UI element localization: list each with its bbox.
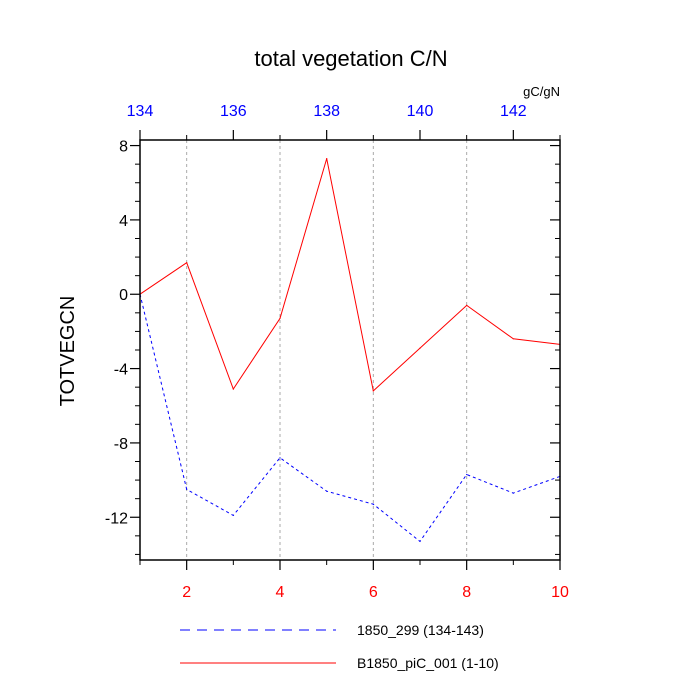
x-bottom-tick-label: 2 bbox=[182, 584, 191, 601]
x-bottom-tick-label: 10 bbox=[551, 584, 569, 601]
legend: 1850_299 (134-143) B1850_piC_001 (1-10) bbox=[180, 622, 499, 671]
series-1-point bbox=[512, 492, 514, 494]
x-top-tick-label: 142 bbox=[500, 103, 527, 120]
x-top-tick-label: 136 bbox=[220, 103, 247, 120]
series-line-1 bbox=[139, 294, 561, 543]
x-top-tick-label: 134 bbox=[127, 103, 154, 120]
bottom-x-axis: 2 4 6 8 10 bbox=[139, 560, 569, 601]
x-bottom-tick-label: 6 bbox=[369, 584, 378, 601]
y-tick-label: 0 bbox=[119, 287, 128, 304]
series-1-point bbox=[326, 490, 328, 492]
grid-lines bbox=[186, 140, 468, 560]
series-lines bbox=[139, 158, 561, 543]
series-2-point bbox=[466, 304, 468, 306]
y-axis: 8 4 0 -4 -8 -12 bbox=[105, 139, 560, 555]
series-2-point bbox=[372, 390, 374, 392]
chart-title: total vegetation C/N bbox=[254, 46, 447, 71]
legend-label-2: B1850_piC_001 (1-10) bbox=[357, 655, 499, 671]
series-1-point bbox=[419, 540, 421, 543]
x-top-tick-label: 140 bbox=[407, 103, 434, 120]
legend-label-1: 1850_299 (134-143) bbox=[357, 622, 484, 638]
y-tick-label: 4 bbox=[119, 213, 128, 230]
series-1-point bbox=[372, 503, 374, 505]
plot-frame bbox=[139, 139, 561, 561]
x-top-tick-label: 138 bbox=[313, 103, 340, 120]
y-tick-label: -12 bbox=[105, 510, 128, 527]
y-tick-label: -4 bbox=[114, 362, 128, 379]
y-axis-label: TOTVEGCN bbox=[57, 296, 79, 407]
series-2-point bbox=[186, 262, 188, 264]
series-2-point bbox=[419, 347, 421, 349]
y-tick-label: 8 bbox=[119, 139, 128, 156]
series-1-point bbox=[186, 488, 188, 490]
series-2-point bbox=[279, 317, 281, 319]
series-line-2 bbox=[139, 158, 561, 392]
series-2-point bbox=[512, 338, 514, 340]
units-label: gC/gN bbox=[523, 84, 560, 99]
x-bottom-tick-label: 4 bbox=[276, 584, 285, 601]
y-tick-label: -8 bbox=[114, 436, 128, 453]
top-x-axis: 134 136 138 140 142 bbox=[127, 103, 561, 140]
series-1-point bbox=[232, 514, 234, 517]
series-2-point bbox=[326, 158, 328, 160]
series-1-point bbox=[466, 473, 468, 476]
series-1-point bbox=[279, 457, 281, 459]
x-bottom-tick-label: 8 bbox=[462, 584, 471, 601]
series-2-point bbox=[232, 388, 234, 390]
